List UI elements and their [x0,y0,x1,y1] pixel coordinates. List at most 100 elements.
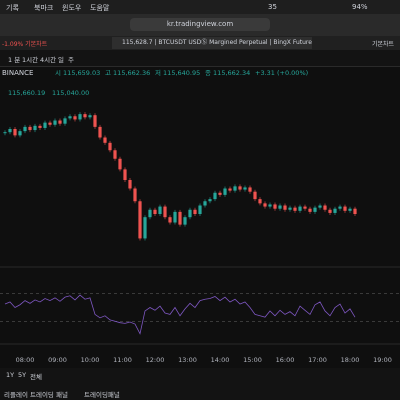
panel-tab[interactable]: 트레이딩패널 [84,391,120,399]
interval[interactable]: 주 [68,56,74,64]
candle [33,125,37,131]
url[interactable]: kr.tradingview.com [130,18,270,31]
interval[interactable]: 1시간 [22,56,39,64]
exchange: BINANCE [2,69,33,77]
range[interactable]: 5Y [18,371,27,379]
candle [78,114,82,120]
x-tick-label: 10:00 [81,356,100,364]
candle [98,126,102,138]
x-tick-label: 18:00 [341,356,360,364]
candle [338,206,342,209]
candle [183,217,187,225]
x-tick-label: 14:00 [211,356,230,364]
candle [253,191,257,200]
interval[interactable]: 4시간 [40,56,57,64]
x-tick-label: 19:00 [373,356,392,364]
tab-bar: -1.09% 기본차트 115,628.7 | BTCUSDT USDⓈ Mar… [0,36,400,50]
candle [198,205,202,214]
bb-value: 115,660.19 [8,89,45,97]
candle [298,206,302,211]
toolbar: 1 분 1시간 4시간 일 주 [0,50,400,67]
candle [348,208,352,211]
candle [23,126,27,132]
candle [353,208,357,214]
chart: BINANCE 시 115,659.03 고 115,662.36 저 115,… [0,68,400,364]
candle [103,137,107,143]
candle [108,142,112,151]
status-item: 35 [268,3,277,11]
tab[interactable]: 115,628.7 | BTCUSDT USDⓈ Margined Perpet… [112,37,312,49]
candle [313,207,317,212]
x-tick-label: 17:00 [308,356,327,364]
interval[interactable]: 일 [58,56,64,64]
ohlc: 시 115,659.03 [55,69,100,77]
x-tick-label: 16:00 [276,356,295,364]
x-tick-label: 12:00 [146,356,165,364]
candle [118,158,122,170]
tab[interactable]: 기본차트 [372,41,395,48]
x-tick-label: 11:00 [113,356,132,364]
candle [223,188,227,195]
x-tick-label: 09:00 [48,356,67,364]
rsi-line [4,294,356,335]
menu-item[interactable]: 도움말 [90,4,110,12]
candle [273,204,277,209]
candle [43,122,47,128]
candle [323,205,327,210]
candle [133,188,137,202]
ohlc: 고 115,662.36 [105,69,150,77]
candle [53,120,57,125]
candle [58,120,62,124]
menu-item[interactable]: 기록 [6,4,19,12]
tab[interactable]: -1.09% 기본차트 [2,41,48,48]
menu-item[interactable]: 북마크 [34,4,54,12]
ohlc: 종 115,662.34 [205,69,250,77]
address-bar: kr.tradingview.com [0,14,400,36]
candle [8,129,12,133]
candle [13,129,17,136]
candle [333,208,337,213]
interval[interactable]: 1 분 [8,56,21,64]
candle [178,211,182,225]
bb-value: 115,040.00 [52,89,89,97]
x-tick-label: 08:00 [16,356,35,364]
candle [3,132,7,134]
candle [278,205,282,209]
candle [228,188,232,191]
candle [138,201,142,239]
candle [193,209,197,214]
candle [123,169,127,180]
candle [343,206,347,211]
candle [28,126,32,131]
candle [288,207,292,210]
candle [48,122,52,125]
candle [243,187,247,190]
candle [213,192,217,200]
candle [63,118,67,124]
candle [173,211,177,223]
candle [208,199,212,202]
candle [258,199,262,204]
candle [18,131,22,136]
change: +3.31 (+0.00%) [255,69,308,77]
range[interactable]: 전체 [30,373,42,381]
candle [303,206,307,209]
menu-item[interactable]: 윈도우 [62,4,82,12]
candle [263,203,267,207]
candle [188,209,192,218]
candle [168,217,172,223]
candle [163,206,167,218]
candle [203,201,207,206]
ohlc: 저 115,640.95 [155,68,200,77]
candle [308,208,312,212]
candle [283,205,287,210]
x-tick-label: 15:00 [243,356,262,364]
candle [158,206,162,214]
bottom-bar: 1Y 5Y 전체 리플레이 트레이딩 패널 트레이딩패널 [0,368,400,400]
candle [83,114,87,118]
candle [93,115,97,127]
battery: 94% [352,3,368,11]
range[interactable]: 1Y [6,371,15,379]
panel-tab[interactable]: 리플레이 트레이딩 패널 [4,391,68,399]
